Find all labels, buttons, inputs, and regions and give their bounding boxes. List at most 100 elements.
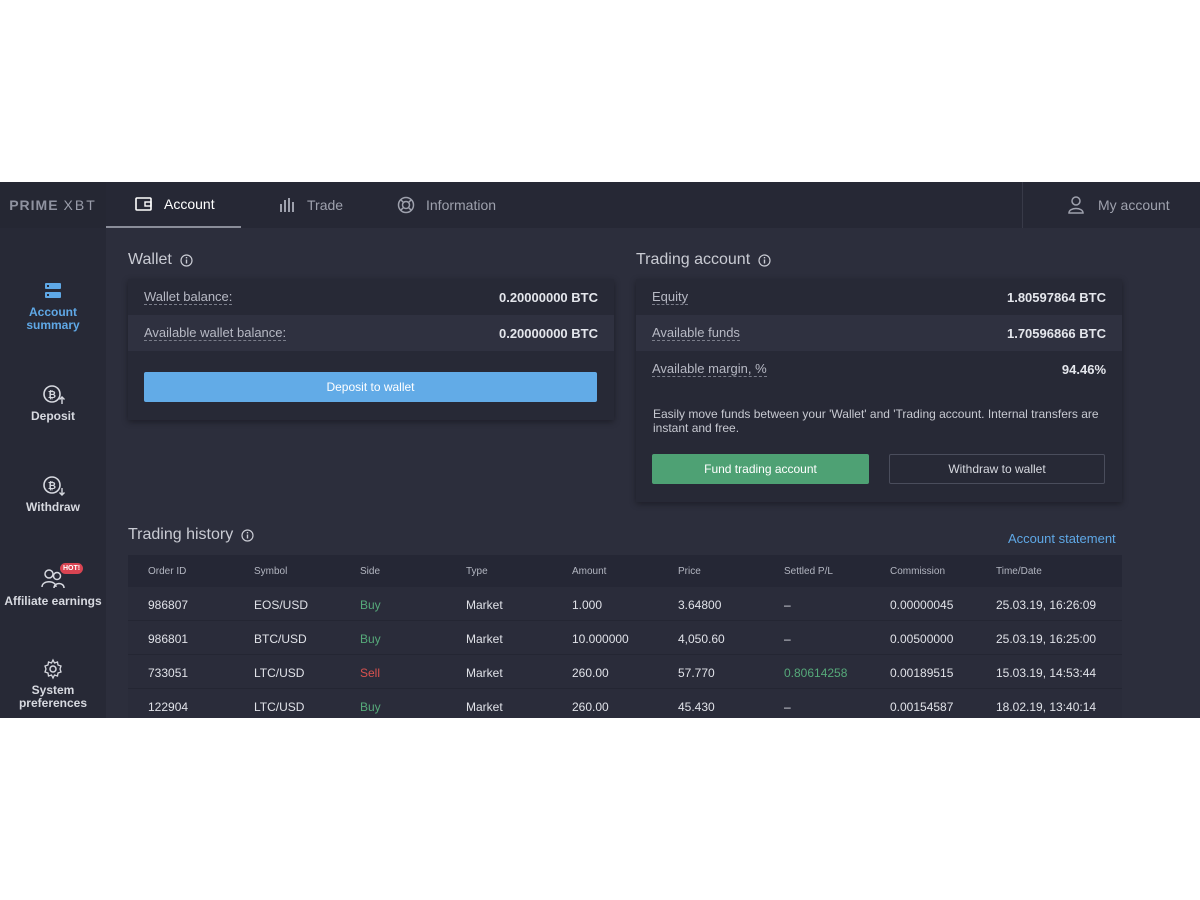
svg-text:₿: ₿	[48, 480, 56, 492]
column-header-price[interactable]: Price	[678, 566, 701, 577]
time-date-cell: 15.03.19, 14:53:44	[996, 666, 1097, 680]
trading-history-table: Order ID Symbol Side Type Amount Price S…	[128, 555, 1122, 718]
time-date-cell: 25.03.19, 16:26:09	[996, 598, 1097, 612]
trading-history-title: Trading history	[128, 526, 234, 543]
commission-cell: 0.00500000	[890, 632, 954, 646]
trading-history-heading: Trading history	[128, 526, 254, 544]
sidebar-item-label: System	[31, 683, 75, 697]
column-header-order-id[interactable]: Order ID	[148, 566, 187, 577]
sidebar-item-deposit[interactable]: ₿ Deposit	[0, 384, 106, 423]
symbol-cell: LTC/USD	[254, 666, 305, 680]
order-id-cell: 986801	[148, 632, 189, 646]
time-date-cell: 25.03.19, 16:25:00	[996, 632, 1097, 646]
logo-text-prime: PRIME	[9, 197, 59, 213]
side-cell: Buy	[360, 632, 381, 646]
type-cell: Market	[466, 700, 503, 714]
equity-value: 1.80597864 BTC	[1006, 289, 1106, 305]
transfer-note: Easily move funds between your 'Wallet' …	[653, 407, 1099, 435]
prime-xbt-logo[interactable]: PRIME XBT	[0, 182, 106, 228]
commission-cell: 0.00154587	[890, 700, 954, 714]
available-margin-row: Available margin, % 94.46%	[636, 351, 1122, 387]
deposit-bitcoin-icon: ₿	[42, 384, 65, 406]
wallet-card: Wallet balance: 0.20000000 BTC Available…	[128, 279, 614, 420]
trading-account-heading: Trading account	[636, 251, 771, 269]
trading-account-title: Trading account	[636, 251, 751, 268]
price-cell: 4,050.60	[678, 632, 725, 646]
settled-pl-cell: –	[784, 700, 791, 714]
sidebar-item-label: Account	[29, 305, 77, 319]
type-cell: Market	[466, 666, 503, 680]
sidebar: Account summary ₿ Deposit ₿ Withdraw HOT…	[0, 228, 106, 718]
info-icon[interactable]	[241, 528, 254, 542]
column-header-time-date[interactable]: Time/Date	[996, 566, 1042, 577]
column-header-type[interactable]: Type	[466, 566, 488, 577]
my-account-button[interactable]: My account	[1022, 182, 1200, 228]
info-icon[interactable]	[758, 253, 771, 267]
trading-account-card: Equity 1.80597864 BTC Available funds 1.…	[636, 279, 1122, 502]
amount-cell: 260.00	[572, 666, 609, 680]
table-header: Order ID Symbol Side Type Amount Price S…	[128, 555, 1122, 587]
my-account-label: My account	[1098, 197, 1170, 213]
amount-cell: 1.000	[572, 598, 603, 612]
sidebar-item-system-preferences[interactable]: System preferences	[0, 658, 106, 710]
equity-row: Equity 1.80597864 BTC	[636, 279, 1122, 315]
sidebar-item-label-line2: preferences	[18, 696, 88, 710]
available-margin-label[interactable]: Available margin, %	[652, 361, 767, 377]
side-cell: Buy	[360, 598, 381, 612]
tab-information[interactable]: Information	[396, 182, 496, 228]
gear-icon	[42, 658, 64, 680]
column-header-amount[interactable]: Amount	[572, 566, 607, 577]
sidebar-item-account-summary[interactable]: Account summary	[0, 280, 106, 332]
tab-account-label: Account	[164, 196, 215, 212]
settled-pl-cell: –	[784, 598, 791, 612]
table-row[interactable]: 733051 LTC/USD Sell Market 260.00 57.770…	[128, 655, 1122, 689]
symbol-cell: EOS/USD	[254, 598, 309, 612]
wallet-balance-label[interactable]: Wallet balance:	[144, 289, 233, 305]
tab-account[interactable]: Account	[106, 182, 241, 228]
column-header-side[interactable]: Side	[360, 566, 381, 577]
account-statement-link[interactable]: Account statement	[1008, 531, 1116, 546]
equity-label[interactable]: Equity	[652, 289, 689, 305]
account-summary-icon	[42, 280, 64, 302]
available-wallet-balance-label[interactable]: Available wallet balance:	[144, 325, 287, 341]
sidebar-item-withdraw[interactable]: ₿ Withdraw	[0, 475, 106, 514]
column-header-symbol[interactable]: Symbol	[254, 566, 288, 577]
commission-cell: 0.00189515	[890, 666, 954, 680]
order-id-cell: 986807	[148, 598, 189, 612]
settled-pl-cell: –	[784, 632, 791, 646]
info-icon[interactable]	[180, 253, 193, 267]
side-cell: Sell	[360, 666, 381, 680]
amount-cell: 10.000000	[572, 632, 629, 646]
sidebar-item-label: Affiliate earnings	[4, 594, 102, 608]
symbol-cell: BTC/USD	[254, 632, 307, 646]
tab-trade[interactable]: Trade	[277, 182, 343, 228]
available-funds-label[interactable]: Available funds	[652, 325, 740, 341]
table-row[interactable]: 986807 EOS/USD Buy Market 1.000 3.64800 …	[128, 587, 1122, 621]
time-date-cell: 18.02.19, 13:40:14	[996, 700, 1097, 714]
fund-trading-account-button[interactable]: Fund trading account	[652, 454, 869, 484]
price-cell: 45.430	[678, 700, 715, 714]
wallet-icon	[134, 194, 154, 214]
price-cell: 3.64800	[678, 598, 722, 612]
tab-information-label: Information	[426, 197, 497, 213]
column-header-settled-pl[interactable]: Settled P/L	[784, 566, 833, 577]
column-header-commission[interactable]: Commission	[890, 566, 946, 577]
top-navigation-bar: PRIME XBT Account Trade Information	[0, 182, 1200, 228]
order-id-cell: 733051	[148, 666, 189, 680]
withdraw-to-wallet-button[interactable]: Withdraw to wallet	[889, 454, 1105, 484]
amount-cell: 260.00	[572, 700, 609, 714]
hot-badge: HOT!	[60, 563, 84, 574]
app-window: PRIME XBT Account Trade Information	[0, 182, 1200, 718]
user-icon	[1068, 196, 1086, 214]
deposit-to-wallet-button[interactable]: Deposit to wallet	[144, 372, 597, 402]
sidebar-item-affiliate-earnings[interactable]: HOT! Affiliate earnings	[0, 563, 106, 608]
available-wallet-balance-value: 0.20000000 BTC	[498, 325, 598, 341]
table-row[interactable]: 986801 BTC/USD Buy Market 10.000000 4,05…	[128, 621, 1122, 655]
table-row[interactable]: 122904 LTC/USD Buy Market 260.00 45.430 …	[128, 689, 1122, 718]
bar-chart-icon	[277, 195, 297, 215]
settled-pl-cell: 0.80614258	[784, 666, 848, 680]
wallet-balance-value: 0.20000000 BTC	[498, 289, 598, 305]
wallet-title: Wallet	[128, 251, 172, 268]
available-margin-value: 94.46%	[1061, 361, 1106, 377]
symbol-cell: LTC/USD	[254, 700, 305, 714]
